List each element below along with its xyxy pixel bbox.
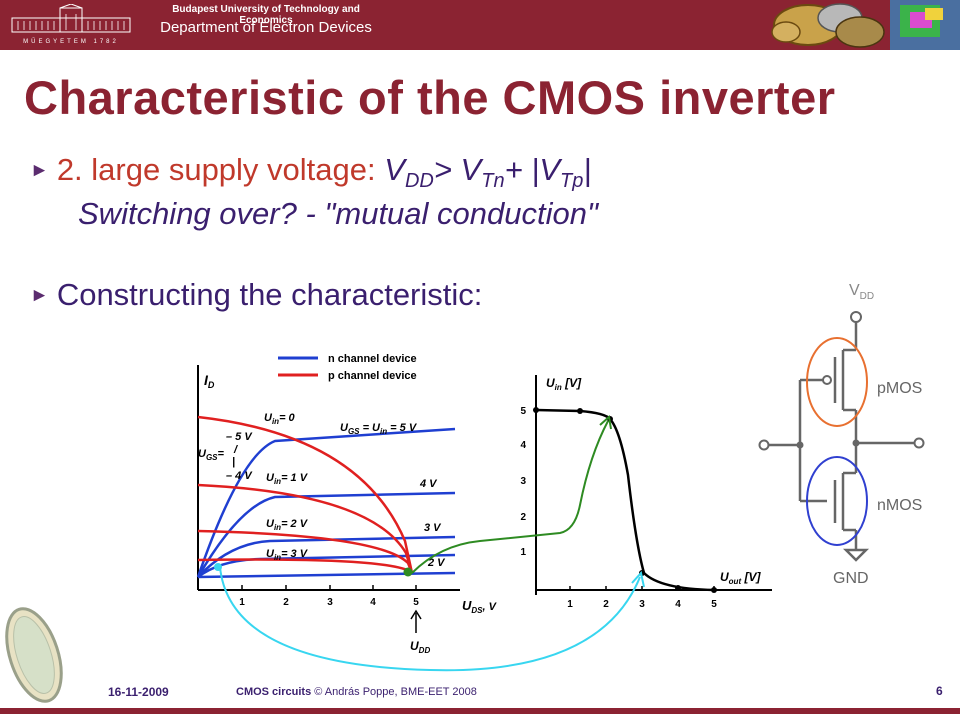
pmos-highlight [806, 337, 868, 427]
uds-label: UDS, V [462, 598, 498, 615]
department-name: Department of Electron Devices [160, 19, 372, 36]
nmos-highlight [806, 456, 868, 546]
svg-text:2: 2 [603, 599, 609, 610]
uin1-label: Uin= 1 V [266, 472, 309, 486]
bullet-arrow-icon: ► [30, 285, 49, 306]
green-mapping-arrow [411, 420, 609, 574]
logo-text: MŰEGYETEM 1782 [23, 38, 119, 45]
svg-text:3: 3 [639, 599, 645, 610]
p-channel-curves [197, 415, 414, 574]
svg-text:5: 5 [413, 597, 419, 608]
svg-text:4: 4 [520, 440, 526, 451]
page-number: 6 [936, 684, 943, 698]
svg-text:– 5 V: – 5 V [226, 431, 253, 443]
footer-bar [0, 708, 960, 714]
header-bar: MŰEGYETEM 1782 Budapest University of Te… [0, 0, 960, 50]
svg-text:3: 3 [520, 476, 526, 487]
bullet-arrow-icon: ► [30, 160, 49, 181]
vdd-label: VDD [849, 282, 874, 302]
uin-axis-label: Uin [V] [546, 376, 582, 392]
svg-text:1: 1 [520, 547, 526, 558]
wafer-image [5, 607, 63, 703]
uin3-label: Uin= 3 V [266, 548, 309, 562]
footer-course: CMOS circuits © András Poppe, BME-EET 20… [236, 686, 477, 698]
uin0-label: Uin= 0 [264, 412, 296, 426]
characteristic-figure: n channel device p channel device ID 1 2… [196, 353, 772, 672]
university-logo: MŰEGYETEM 1782 [11, 4, 131, 45]
transfer-curve [535, 408, 715, 592]
slide-title: Characteristic of the CMOS inverter [24, 71, 836, 124]
svg-text:3: 3 [327, 597, 333, 608]
bullet-constructing: ► Constructing the characteristic: [30, 277, 482, 313]
svg-text:1: 1 [239, 597, 245, 608]
udd-label: UDD [410, 639, 430, 655]
svg-text:5: 5 [520, 406, 526, 417]
nmos-label: nMOS [877, 497, 922, 514]
svg-text:4: 4 [675, 599, 681, 610]
bullet-supply-voltage: ► 2. large supply voltage: VDD> VTn+ |VTp… [30, 152, 591, 193]
cyan-mapping-arrow [219, 566, 641, 672]
uin2-label: Uin= 2 V [266, 518, 309, 532]
formula-vdd: VDD> VTn+ |VTp| [384, 152, 592, 193]
svg-text:1: 1 [567, 599, 573, 610]
svg-text:4 V: 4 V [419, 478, 438, 490]
svg-text:4: 4 [370, 597, 376, 608]
university-name: Budapest University of Technology and Ec… [172, 4, 360, 26]
ugs-left-label: UGS= [198, 448, 225, 462]
gnd-label: GND [833, 570, 869, 587]
uout-axis-label: Uout [V] [720, 570, 761, 586]
bullet-lead-text: 2. large supply voltage: [56, 152, 376, 187]
ugs5-label: UGS = Uin = 5 V [340, 422, 418, 436]
svg-text:|: | [232, 456, 235, 468]
svg-text:3 V: 3 V [424, 522, 442, 534]
header-wafer-art [771, 0, 960, 50]
cmos-inverter-schematic: VDD pMOS nMOS GND [758, 282, 925, 587]
legend-n-label: n channel device [328, 353, 417, 365]
svg-text:2 V: 2 V [427, 557, 446, 569]
svg-text:2: 2 [283, 597, 289, 608]
legend-p-label: p channel device [328, 370, 417, 382]
svg-text:5: 5 [711, 599, 717, 610]
svg-text:– 4 V: – 4 V [226, 470, 253, 482]
svg-text:2: 2 [520, 512, 526, 523]
pmos-label: pMOS [877, 380, 922, 397]
id-label: ID [204, 372, 215, 390]
bullet-text: Constructing the characteristic: [56, 277, 483, 312]
footer-date: 16-11-2009 [108, 685, 169, 699]
bullet-mutual-conduction: Switching over? - "mutual conduction" [78, 196, 598, 231]
svg-text:/: / [233, 444, 239, 456]
